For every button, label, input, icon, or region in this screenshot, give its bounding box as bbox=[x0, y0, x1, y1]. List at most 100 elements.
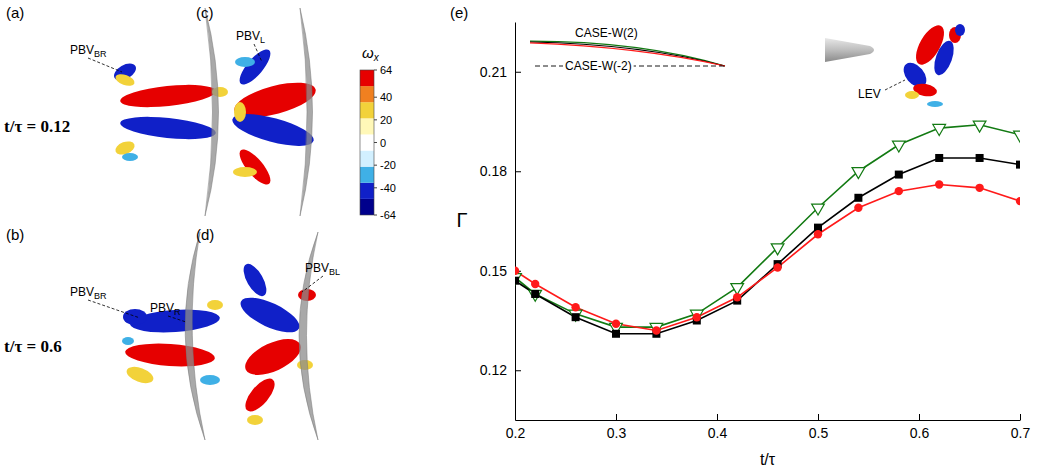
annotation-text: PBV bbox=[305, 261, 329, 275]
annotation: PBVBR bbox=[70, 285, 107, 301]
marker bbox=[976, 154, 984, 162]
colorbar-tick bbox=[374, 119, 377, 120]
vortex-blob bbox=[122, 337, 134, 345]
marker bbox=[933, 124, 946, 135]
vorticity-panel: (d)PBVBL bbox=[196, 226, 340, 440]
vortex-blob bbox=[207, 300, 223, 310]
marker bbox=[515, 277, 519, 285]
marker bbox=[569, 310, 582, 321]
colorbar-band bbox=[360, 70, 374, 86]
marker bbox=[571, 303, 579, 311]
figure: (a)PBVBR(b)PBVBRPBVR(c)PBVL(d)PBVBLt/τ =… bbox=[0, 0, 1037, 475]
time-label: t/τ = 0.6 bbox=[4, 337, 62, 356]
colorbar-band bbox=[360, 118, 374, 134]
annotation-sub: BR bbox=[94, 291, 107, 301]
colorbar-tick-label: 40 bbox=[380, 91, 392, 103]
tick-label: 0.7 bbox=[1011, 425, 1031, 441]
vortex-blob bbox=[235, 45, 276, 89]
annotation-text: PBV bbox=[236, 29, 260, 43]
tick-label: 0.4 bbox=[708, 425, 728, 441]
colorbar-tick bbox=[374, 187, 377, 188]
annotation-sub: BR bbox=[94, 49, 107, 59]
vortex-blob bbox=[240, 332, 306, 383]
vortex-blob bbox=[930, 38, 957, 77]
tick-mark bbox=[818, 414, 819, 420]
tick-mark bbox=[1020, 414, 1021, 420]
annotation-sub: R bbox=[174, 307, 181, 317]
marker bbox=[895, 171, 903, 179]
tick-label: 0.18 bbox=[480, 163, 507, 179]
annotation-text: PBV bbox=[70, 285, 94, 299]
vortex-blob bbox=[124, 364, 155, 387]
vortex-blob bbox=[124, 341, 215, 369]
vortex-blob bbox=[240, 374, 280, 416]
colorbar-tick-label: 20 bbox=[380, 114, 392, 126]
wing bbox=[205, 8, 219, 216]
tick: 0.12 bbox=[480, 362, 521, 378]
annotation-text: PBV bbox=[150, 301, 174, 315]
leader bbox=[254, 44, 262, 62]
tick-label: 0.5 bbox=[809, 425, 829, 441]
tick-label: 0.3 bbox=[607, 425, 627, 441]
colorbar-tick-label: -64 bbox=[380, 209, 396, 221]
colorbar-tick-label: -20 bbox=[380, 159, 396, 171]
colorbar-tick bbox=[374, 142, 377, 143]
marker bbox=[854, 194, 862, 202]
y-axis: 0.12 0.15 0.18 0.21 bbox=[480, 23, 521, 421]
tick-mark bbox=[717, 414, 718, 420]
marker bbox=[892, 141, 905, 152]
tick-label: 0.6 bbox=[910, 425, 930, 441]
tick-mark bbox=[515, 72, 521, 73]
y-axis-title: Γ bbox=[456, 209, 467, 231]
vorticity-panel: (c)PBVL bbox=[196, 4, 319, 216]
vortex-blob bbox=[119, 81, 217, 111]
tick: 0.15 bbox=[480, 263, 521, 279]
series-line bbox=[515, 185, 1020, 331]
colorbar-band bbox=[360, 167, 374, 183]
marker bbox=[1016, 161, 1020, 169]
annotation-text: PBV bbox=[70, 43, 94, 57]
marker bbox=[773, 263, 781, 271]
colorbar-band bbox=[360, 102, 374, 118]
tick: 0.18 bbox=[480, 163, 521, 179]
tick: 0.7 bbox=[1011, 414, 1031, 441]
marker bbox=[515, 274, 521, 285]
colorbar-tick bbox=[374, 97, 377, 98]
tick: 0.4 bbox=[708, 414, 728, 441]
marker bbox=[690, 310, 703, 321]
x-axis-title: t/τ bbox=[760, 451, 776, 468]
colorbar-tick bbox=[374, 165, 377, 166]
label-backing bbox=[563, 59, 634, 73]
vortex-blob bbox=[119, 113, 217, 143]
annotation: CASE-W(2) bbox=[575, 26, 638, 40]
series-line bbox=[515, 125, 1020, 327]
vortex-blob bbox=[114, 72, 136, 88]
marker bbox=[531, 280, 539, 288]
marker bbox=[529, 290, 542, 301]
vortex-blob bbox=[247, 415, 263, 425]
colorbar-title-text: ω bbox=[362, 44, 374, 61]
colorbar-title: ωx bbox=[362, 44, 380, 63]
colorbar-band bbox=[360, 134, 374, 150]
vortex-blob bbox=[955, 24, 965, 36]
plot-data bbox=[515, 121, 1020, 338]
vortex-blob bbox=[200, 375, 220, 385]
vortex-blob bbox=[234, 102, 246, 122]
marker bbox=[515, 267, 519, 275]
marker bbox=[814, 230, 822, 238]
colorbar-band bbox=[360, 151, 374, 167]
tick-label: 0.21 bbox=[480, 64, 507, 80]
marker bbox=[852, 168, 865, 179]
marker bbox=[935, 154, 943, 162]
colorbar-band bbox=[360, 183, 374, 199]
leader bbox=[885, 80, 905, 90]
marker bbox=[1016, 197, 1020, 205]
tick-label: 0.12 bbox=[480, 362, 507, 378]
colorbar-band bbox=[360, 199, 374, 215]
annotation-sub: L bbox=[260, 35, 265, 45]
marker bbox=[650, 323, 663, 334]
vorticity-panel: (a)PBVBR bbox=[6, 4, 228, 216]
vortex-blob bbox=[927, 101, 943, 107]
marker bbox=[895, 187, 903, 195]
tick-mark bbox=[515, 370, 521, 371]
